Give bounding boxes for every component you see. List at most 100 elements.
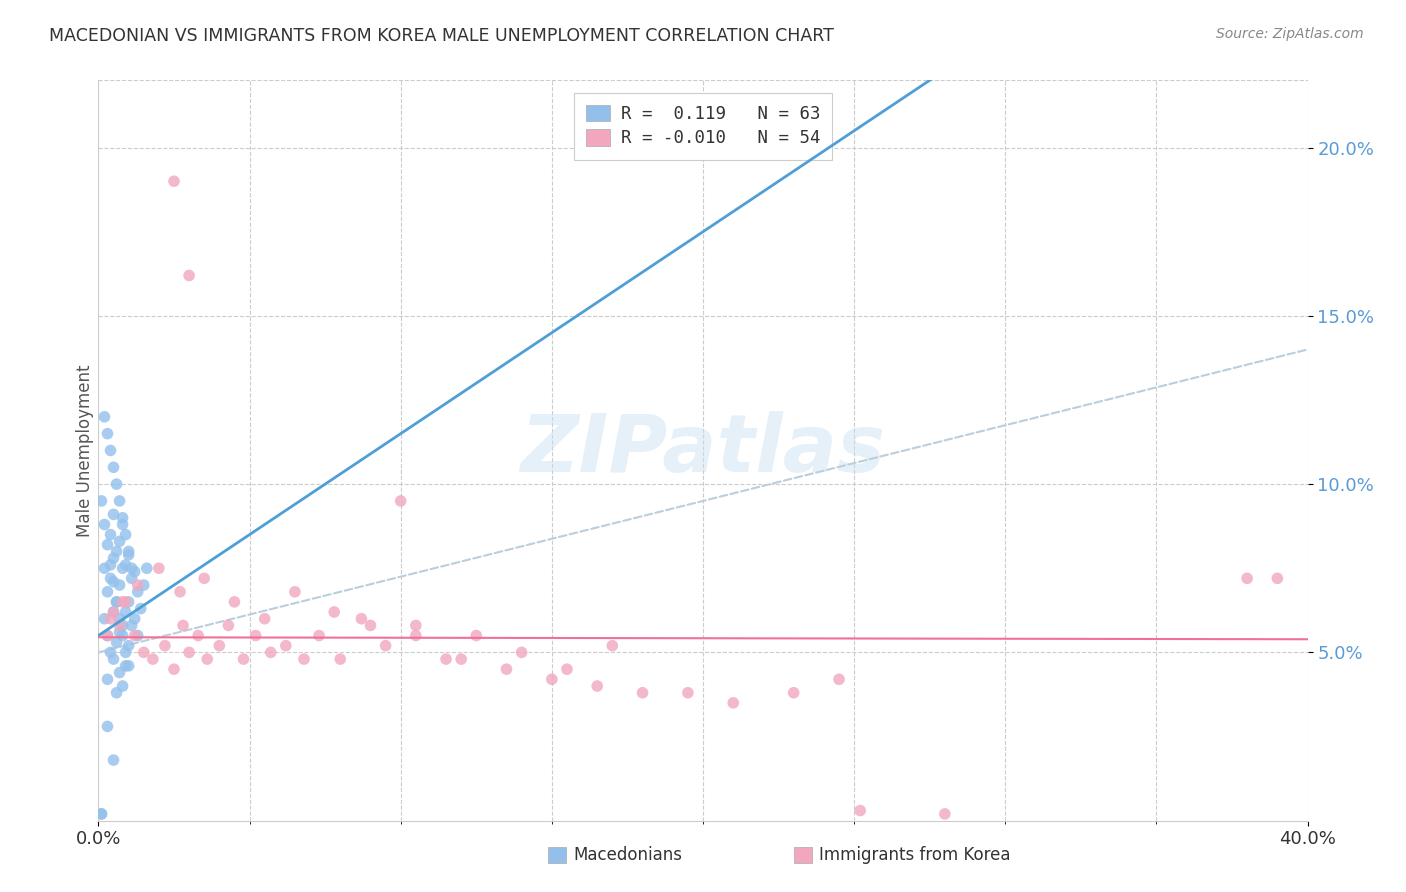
Point	[103, 605, 125, 619]
Point	[96, 673, 118, 687]
Point	[260, 645, 283, 659]
Point	[1267, 571, 1289, 585]
Point	[284, 584, 307, 599]
Point	[103, 574, 125, 589]
Point	[187, 628, 209, 642]
Point	[93, 561, 115, 575]
Point	[114, 645, 136, 659]
Point	[127, 628, 149, 642]
Y-axis label: Male Unemployment: Male Unemployment	[76, 364, 94, 537]
Point	[1236, 571, 1258, 585]
Point	[253, 612, 276, 626]
Point	[245, 628, 267, 642]
Point	[105, 544, 128, 558]
Point	[105, 595, 128, 609]
Point	[96, 719, 118, 733]
Point	[232, 652, 254, 666]
Point	[723, 696, 745, 710]
Point	[103, 460, 125, 475]
Point	[100, 645, 122, 659]
Text: Immigrants from Korea: Immigrants from Korea	[820, 847, 1011, 864]
Point	[111, 618, 134, 632]
Point	[135, 561, 157, 575]
Point	[103, 605, 125, 619]
Point	[374, 639, 396, 653]
Point	[108, 665, 131, 680]
Point	[96, 584, 118, 599]
Point	[114, 558, 136, 572]
Point	[193, 571, 215, 585]
Point	[405, 618, 427, 632]
Point	[100, 527, 122, 541]
Point	[586, 679, 609, 693]
Point	[179, 645, 201, 659]
Legend: R =  0.119   N = 63, R = -0.010   N = 54: R = 0.119 N = 63, R = -0.010 N = 54	[574, 93, 832, 160]
Point	[129, 601, 152, 615]
Point	[96, 426, 118, 441]
Point	[676, 686, 699, 700]
Point	[783, 686, 806, 700]
Point	[93, 517, 115, 532]
Point	[389, 494, 412, 508]
Point	[105, 686, 128, 700]
Point	[142, 652, 165, 666]
Point	[111, 517, 134, 532]
Point	[434, 652, 457, 666]
Point	[111, 561, 134, 575]
Point	[450, 652, 472, 666]
Point	[132, 578, 155, 592]
Point	[114, 595, 136, 609]
Point	[828, 673, 851, 687]
Point	[118, 595, 141, 609]
Point	[96, 628, 118, 642]
Point	[93, 612, 115, 626]
Point	[153, 639, 176, 653]
Point	[108, 618, 131, 632]
Point	[540, 673, 562, 687]
Point	[360, 618, 382, 632]
Point	[179, 268, 201, 283]
Point	[124, 612, 146, 626]
Point	[208, 639, 231, 653]
Point	[111, 510, 134, 524]
Point	[308, 628, 330, 642]
Bar	[548, 847, 567, 863]
Point	[465, 628, 488, 642]
Point	[121, 561, 143, 575]
Point	[105, 635, 128, 649]
Point	[103, 652, 125, 666]
Text: Source: ZipAtlas.com: Source: ZipAtlas.com	[1216, 27, 1364, 41]
Point	[323, 605, 346, 619]
Point	[163, 174, 186, 188]
Point	[405, 628, 427, 642]
Point	[195, 652, 218, 666]
Point	[114, 527, 136, 541]
Point	[118, 639, 141, 653]
Point	[350, 612, 373, 626]
Point	[224, 595, 246, 609]
Point	[93, 409, 115, 424]
Point	[602, 639, 624, 653]
Point	[108, 625, 131, 640]
Point	[103, 508, 125, 522]
Point	[90, 806, 112, 821]
Point	[118, 544, 141, 558]
Point	[103, 753, 125, 767]
Point	[111, 679, 134, 693]
Point	[118, 548, 141, 562]
Point	[329, 652, 352, 666]
Point	[124, 565, 146, 579]
Point	[111, 628, 134, 642]
Point	[100, 443, 122, 458]
Point	[934, 806, 956, 821]
Point	[96, 628, 118, 642]
Point	[127, 584, 149, 599]
Point	[217, 618, 239, 632]
Point	[163, 662, 186, 676]
Point	[90, 806, 112, 821]
Point	[108, 534, 131, 549]
Point	[108, 612, 131, 626]
Point	[121, 618, 143, 632]
Point	[274, 639, 297, 653]
Point	[510, 645, 533, 659]
